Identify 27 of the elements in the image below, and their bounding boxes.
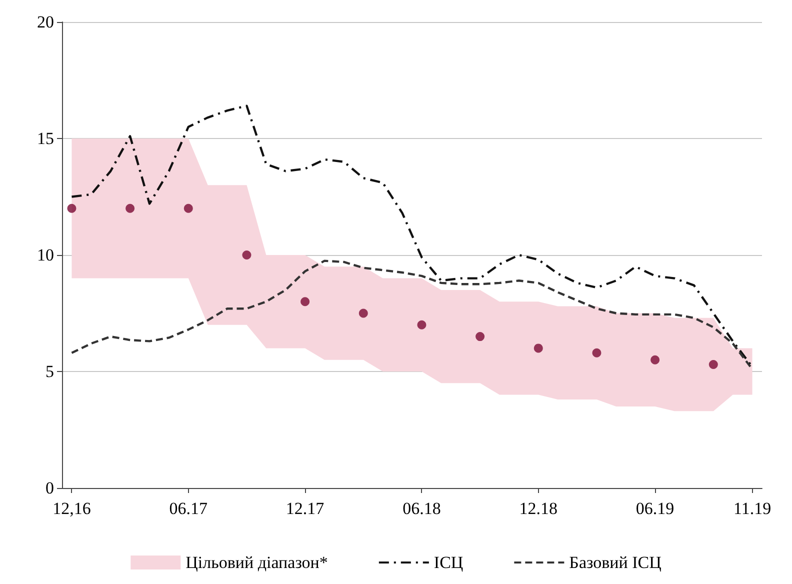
y-tick-label: 5	[46, 362, 54, 381]
point	[126, 204, 135, 213]
x-tick-label: 11.19	[733, 499, 772, 518]
x-tick-label: 12.17	[286, 499, 325, 518]
y-tick-label: 10	[37, 246, 54, 264]
legend-label: Цільовий діапазон*	[186, 553, 328, 572]
y-tick-label: 15	[37, 129, 54, 148]
x-tick-label: 12,16	[52, 499, 91, 518]
point	[708, 360, 718, 370]
point	[417, 320, 426, 330]
point	[476, 332, 485, 342]
point	[650, 355, 660, 364]
x-tick-label: 06.18	[402, 499, 441, 518]
legend-label: Базовий ІСЦ	[569, 553, 662, 572]
y-tick-label: 0	[46, 478, 54, 498]
point	[358, 308, 368, 318]
point	[184, 204, 193, 213]
legend-label: ІСЦ	[434, 553, 464, 572]
y-tick-label: 20	[37, 12, 54, 32]
point	[592, 348, 602, 358]
point	[534, 344, 543, 353]
x-tick-label: 06.19	[636, 499, 674, 518]
x-tick-label: 06.17	[169, 499, 208, 518]
x-tick-label: 12.18	[519, 499, 558, 518]
point	[67, 204, 76, 213]
point	[300, 297, 310, 306]
point	[242, 250, 252, 260]
